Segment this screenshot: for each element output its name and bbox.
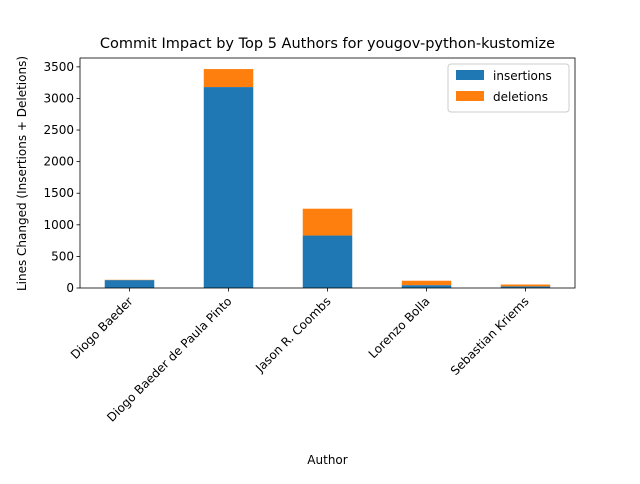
legend-label-deletions: deletions bbox=[493, 90, 548, 104]
y-tick-label-7: 3500 bbox=[43, 60, 74, 74]
legend-swatch-deletions bbox=[456, 91, 484, 101]
bar-insertions-0 bbox=[105, 280, 155, 288]
bar-deletions-4 bbox=[501, 285, 551, 287]
legend: insertions deletions bbox=[448, 64, 569, 112]
y-tick-label-1: 500 bbox=[51, 249, 74, 263]
y-tick-label-2: 1000 bbox=[43, 218, 74, 232]
bar-deletions-1 bbox=[204, 69, 254, 87]
bar-insertions-3 bbox=[402, 285, 452, 288]
bar-insertions-2 bbox=[303, 236, 353, 288]
legend-label-insertions: insertions bbox=[493, 69, 552, 83]
chart-title: Commit Impact by Top 5 Authors for yougo… bbox=[100, 36, 555, 52]
y-tick-label-4: 2000 bbox=[43, 155, 74, 169]
y-tick-label-3: 1500 bbox=[43, 186, 74, 200]
legend-swatch-insertions bbox=[456, 70, 484, 80]
bar-insertions-1 bbox=[204, 87, 254, 288]
y-axis-label: Lines Changed (Insertions + Deletions) bbox=[15, 56, 29, 291]
bar-deletions-3 bbox=[402, 281, 452, 285]
y-tick-label-5: 2500 bbox=[43, 123, 74, 137]
y-tick-label-0: 0 bbox=[66, 281, 74, 295]
bar-deletions-2 bbox=[303, 209, 353, 236]
x-axis-label: Author bbox=[307, 453, 347, 467]
y-tick-label-6: 3000 bbox=[43, 91, 74, 105]
